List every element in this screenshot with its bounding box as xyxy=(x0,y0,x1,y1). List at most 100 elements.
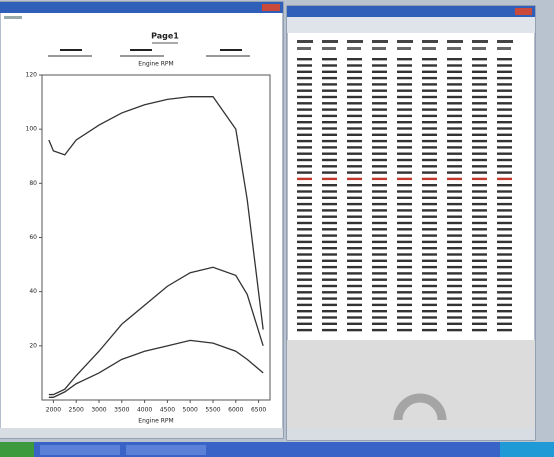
table-cell xyxy=(322,285,337,287)
table-cell xyxy=(472,241,487,243)
table-cell xyxy=(472,216,487,218)
table-cell xyxy=(397,127,412,129)
table-cell xyxy=(422,228,437,230)
table-cell xyxy=(372,216,387,218)
table-cell xyxy=(372,247,387,249)
table-cell xyxy=(422,58,437,60)
table-cell xyxy=(447,247,462,249)
table-cell xyxy=(447,83,462,85)
column-header xyxy=(497,40,513,43)
y-tick-label: 100 xyxy=(26,126,38,133)
menu[interactable] xyxy=(4,16,22,19)
table-cell xyxy=(397,291,412,293)
start-button[interactable] xyxy=(0,442,34,457)
table-cell xyxy=(347,272,362,274)
table-cell xyxy=(372,323,387,325)
table-cell xyxy=(447,197,462,199)
table-cell xyxy=(372,178,387,180)
table-cell xyxy=(347,291,362,293)
table-cell xyxy=(297,140,312,142)
table-cell xyxy=(422,260,437,262)
column-header xyxy=(297,47,311,50)
task-button[interactable] xyxy=(40,445,120,455)
table-cell xyxy=(422,247,437,249)
table-cell xyxy=(397,165,412,167)
table-cell xyxy=(372,272,387,274)
table-cell xyxy=(372,197,387,199)
table-cell xyxy=(372,241,387,243)
tray xyxy=(500,442,554,457)
table-cell xyxy=(397,310,412,312)
table-cell xyxy=(297,291,312,293)
table-cell xyxy=(497,159,512,161)
table-cell xyxy=(397,234,412,236)
table-cell xyxy=(472,171,487,173)
table-cell xyxy=(297,190,312,192)
table-cell xyxy=(322,90,337,92)
table-cell xyxy=(447,323,462,325)
table-cell xyxy=(322,260,337,262)
table-cell xyxy=(472,297,487,299)
table-cell xyxy=(322,83,337,85)
table-cell xyxy=(347,146,362,148)
table-cell xyxy=(422,253,437,255)
table-cell xyxy=(297,121,312,123)
table-cell xyxy=(472,71,487,73)
table-cell xyxy=(372,140,387,142)
table-cell xyxy=(322,279,337,281)
table-cell xyxy=(297,304,312,306)
table-cell xyxy=(297,146,312,148)
table-cell xyxy=(422,241,437,243)
table-cell xyxy=(297,297,312,299)
table-cell xyxy=(422,108,437,110)
table-cell xyxy=(322,316,337,318)
column-header xyxy=(422,40,438,43)
table-cell xyxy=(422,272,437,274)
table-cell xyxy=(497,90,512,92)
table-cell xyxy=(322,165,337,167)
table-cell xyxy=(422,115,437,117)
table-cell xyxy=(447,121,462,123)
table-cell xyxy=(497,297,512,299)
table-cell xyxy=(322,272,337,274)
table-cell xyxy=(347,310,362,312)
x-tick-label: 2000 xyxy=(46,407,61,414)
table-cell xyxy=(497,247,512,249)
table-cell xyxy=(447,102,462,104)
table-cell xyxy=(372,121,387,123)
column-header xyxy=(422,47,436,50)
table-cell xyxy=(297,83,312,85)
close-button[interactable] xyxy=(262,4,280,11)
table-cell xyxy=(297,171,312,173)
table-cell xyxy=(372,115,387,117)
title-bar xyxy=(287,6,535,17)
table-cell xyxy=(297,184,312,186)
table-cell xyxy=(497,96,512,98)
table-cell xyxy=(347,83,362,85)
table-cell xyxy=(472,228,487,230)
table-cell xyxy=(497,203,512,205)
table-cell xyxy=(372,190,387,192)
table-cell xyxy=(472,108,487,110)
close-button[interactable] xyxy=(515,8,532,15)
table-cell xyxy=(372,329,387,331)
task-button[interactable] xyxy=(126,445,206,455)
table-cell xyxy=(347,260,362,262)
column-header xyxy=(297,40,313,43)
table-cell xyxy=(497,304,512,306)
table-cell xyxy=(472,178,487,180)
table-cell xyxy=(372,291,387,293)
table-cell xyxy=(472,153,487,155)
table-cell xyxy=(372,316,387,318)
column-header xyxy=(397,47,411,50)
table-cell xyxy=(497,146,512,148)
table-cell xyxy=(422,234,437,236)
table-cell xyxy=(447,71,462,73)
table-cell xyxy=(422,165,437,167)
table-cell xyxy=(497,71,512,73)
table-cell xyxy=(422,304,437,306)
table-cell xyxy=(497,260,512,262)
table-cell xyxy=(372,90,387,92)
x-tick-label: 3500 xyxy=(114,407,129,414)
table-cell xyxy=(472,272,487,274)
